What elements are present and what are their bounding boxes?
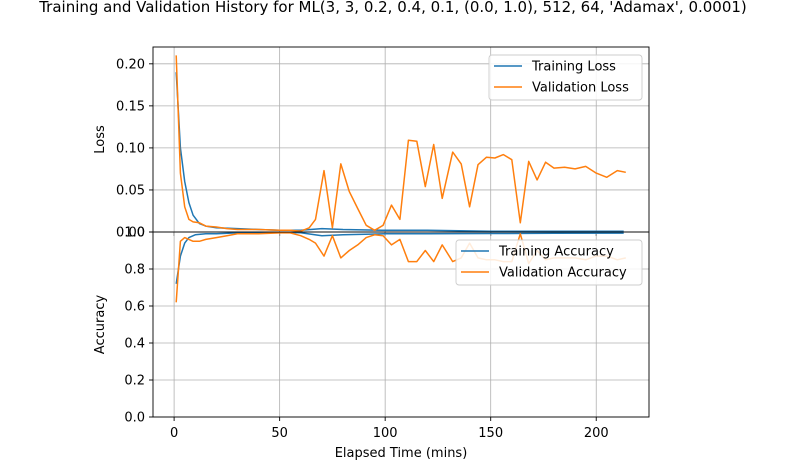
x-tick-label-2: 100 <box>373 426 398 441</box>
loss-ytick-label-2: 0.10 <box>116 141 145 156</box>
x-tick-label-0: 0 <box>170 426 178 441</box>
accuracy-y-axis-label: Accuracy <box>93 295 108 355</box>
x-axis-label: Elapsed Time (mins) <box>335 446 468 460</box>
accuracy-legend-label-validation-accuracy: Validation Accuracy <box>499 266 627 281</box>
loss-ytick-label-1: 0.05 <box>116 183 145 198</box>
accuracy-ytick-label-4: 0.8 <box>124 263 145 278</box>
accuracy-ytick-label-1: 0.2 <box>124 374 145 389</box>
loss-ytick-label-4: 0.20 <box>116 57 145 72</box>
x-tick-label-1: 50 <box>271 426 288 441</box>
loss-legend-box <box>488 54 643 101</box>
loss-panel: 0.00 0.05 0.10 0.15 0.20 Loss Training Loss Val… <box>93 46 650 241</box>
loss-ytick-label-0: 0.00 <box>116 226 145 241</box>
accuracy-legend-box <box>455 239 643 286</box>
loss-legend-label-validation-loss: Validation Loss <box>532 81 629 96</box>
accuracy-panel: 0.0 0.2 0.4 0.6 0.8 1.0 0 50 100 150 200 Accuracy Tr… <box>93 226 650 441</box>
loss-series-validation-loss <box>175 55 626 232</box>
loss-ytick-label-3: 0.15 <box>116 99 145 114</box>
loss-legend: Training Loss Validation Loss <box>488 54 643 101</box>
accuracy-ytick-label-3: 0.6 <box>124 300 145 315</box>
accuracy-legend-label-training-accuracy: Training Accuracy <box>498 245 614 260</box>
chart-title: Training and Validation History for ML(3… <box>38 0 747 16</box>
accuracy-ytick-label-0: 0.0 <box>124 411 145 426</box>
x-tick-label-3: 150 <box>478 426 503 441</box>
loss-legend-label-training-loss: Training Loss <box>531 60 616 75</box>
loss-y-axis-label: Loss <box>93 125 108 154</box>
accuracy-ytick-label-5: 1.0 <box>124 226 145 241</box>
accuracy-ytick-label-2: 0.4 <box>124 337 145 352</box>
accuracy-legend: Training Accuracy Validation Accuracy <box>455 239 643 286</box>
accuracy-axes-frame <box>152 231 650 418</box>
x-tick-label-4: 200 <box>584 426 609 441</box>
